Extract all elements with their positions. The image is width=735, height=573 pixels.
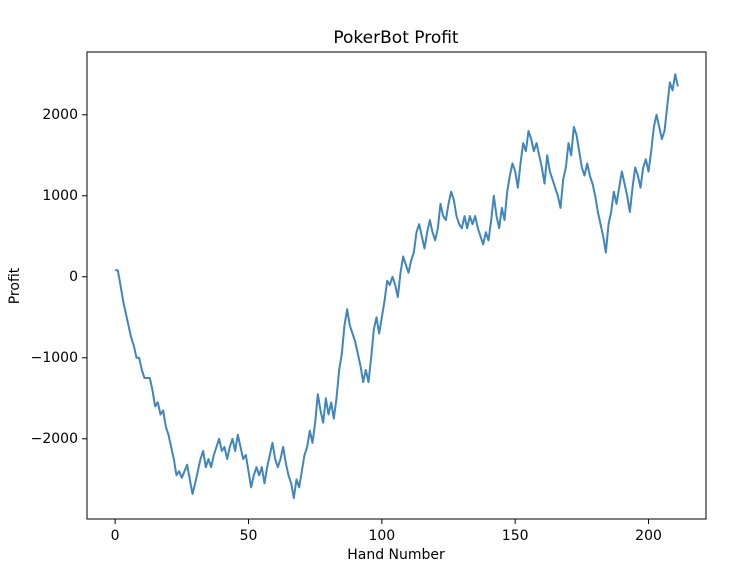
plot-frame — [86, 51, 707, 520]
chart-title: PokerBot Profit — [333, 28, 459, 48]
y-tick-label: −1000 — [31, 350, 78, 366]
x-tick-label: 100 — [368, 528, 395, 544]
y-axis-label: Profit — [7, 267, 23, 304]
x-tick-label: 50 — [240, 528, 258, 544]
x-tick-label: 200 — [635, 528, 662, 544]
y-tick-label: −2000 — [31, 431, 78, 447]
y-tick-label: 1000 — [42, 188, 78, 204]
x-tick-label: 0 — [111, 528, 120, 544]
x-axis-label: Hand Number — [347, 547, 445, 563]
data-line — [115, 73, 679, 499]
y-tick-label: 0 — [69, 269, 78, 285]
x-tick-label: 150 — [502, 528, 529, 544]
y-tick-label: 2000 — [42, 107, 78, 123]
